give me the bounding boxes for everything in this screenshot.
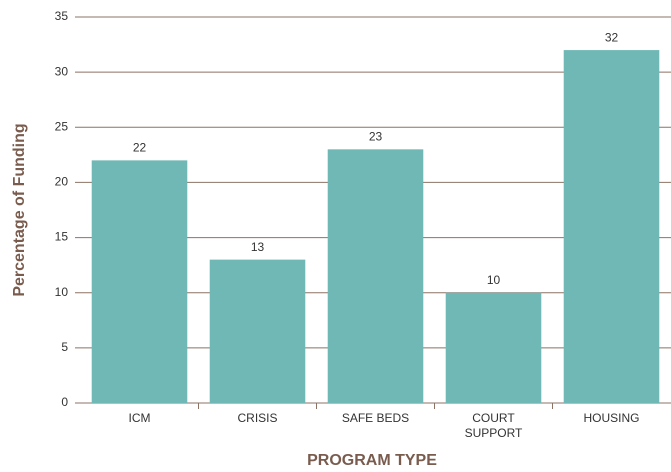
bar [327,149,424,403]
data-label: 10 [487,273,501,287]
x-tick-label: ICM [128,411,151,425]
bar [91,160,188,403]
bar [563,50,660,403]
x-tick-label: CRISIS [237,411,278,425]
y-tick-label: 20 [55,175,69,189]
y-tick-label: 5 [61,340,68,354]
y-tick-label: 25 [55,119,69,133]
data-label: 23 [369,130,383,144]
x-tick-label: HOUSING [583,411,640,425]
data-label: 22 [133,141,147,155]
y-axis-title: Percentage of Funding [11,123,28,296]
x-axis-title: PROGRAM TYPE [307,452,437,469]
bar [209,259,306,403]
y-tick-label: 0 [61,395,68,409]
y-tick-label: 10 [55,285,69,299]
y-tick-label: 35 [55,9,69,23]
x-tick-label: COURT SUPPORT [464,411,523,440]
y-tick-label: 15 [55,230,69,244]
x-tick-label: SAFE BEDS [341,411,410,425]
bar [445,292,542,403]
data-label: 13 [251,240,265,254]
data-label: 32 [605,30,619,44]
y-tick-label: 30 [55,64,69,78]
